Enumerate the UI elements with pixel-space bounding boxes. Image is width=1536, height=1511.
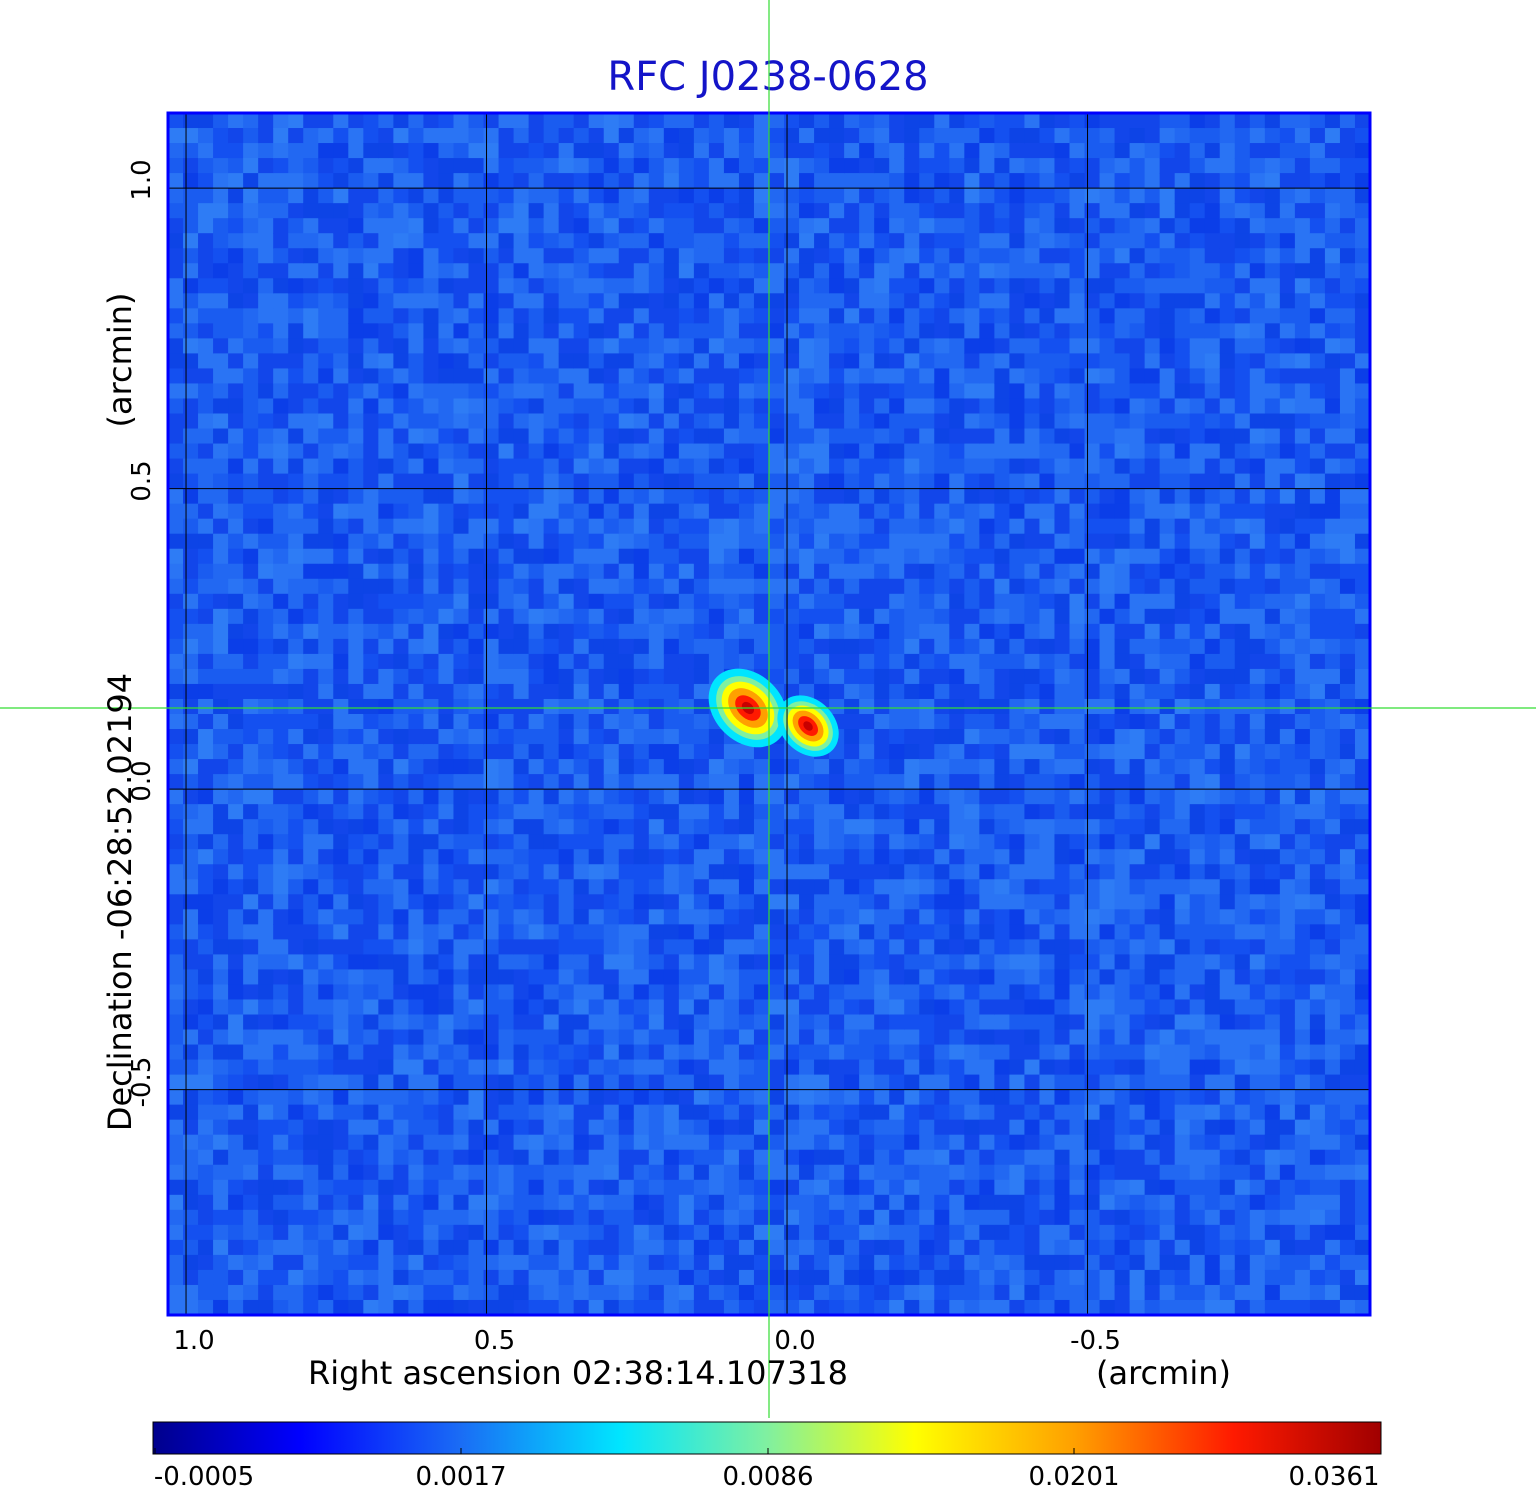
colorbar-ticks [154,1448,1382,1454]
colorbar-tick-label: 0.0017 [415,1462,507,1492]
colorbar [152,1421,1382,1455]
x-tick-label: 0.5 [473,1326,516,1356]
chart-title: RFC J0238-0628 [607,54,929,100]
heatmap-pixels [168,113,1371,1316]
y-tick-label: 0.5 [127,459,157,502]
y-axis-label: Declination -06:28:52.02194 [101,672,139,1132]
colorbar-tick-label: 0.0361 [1288,1462,1380,1492]
colorbar-tick-label: 0.0201 [1028,1462,1120,1492]
x-tick-label: 0.0 [774,1326,816,1356]
x-axis-label: Right ascension 02:38:14.107318 [308,1354,848,1392]
y-tick-label: 1.0 [127,159,157,201]
source-2-contour-6 [803,721,813,731]
x-tick-label: -0.5 [1070,1326,1121,1356]
x-tick-label: 1.0 [173,1326,215,1356]
colorbar-tick-label: 0.0086 [722,1462,814,1492]
crosshair [0,0,1536,1418]
colorbar-tick-label: -0.0005 [153,1462,255,1492]
x-axis-unit: (arcmin) [1096,1354,1231,1392]
y-axis-unit: (arcmin) [101,292,139,428]
